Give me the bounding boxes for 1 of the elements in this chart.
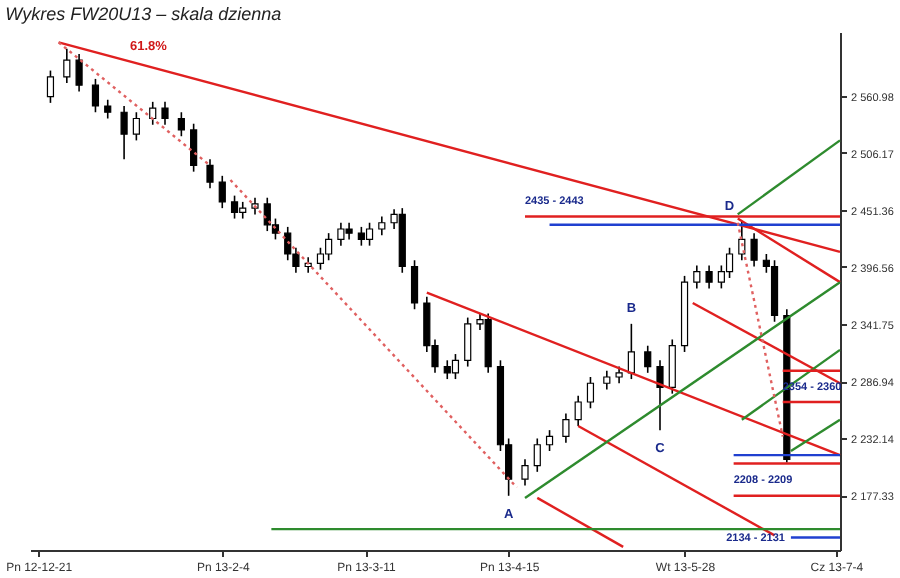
chart-title: Wykres FW20U13 – skala dzienna (5, 4, 282, 24)
